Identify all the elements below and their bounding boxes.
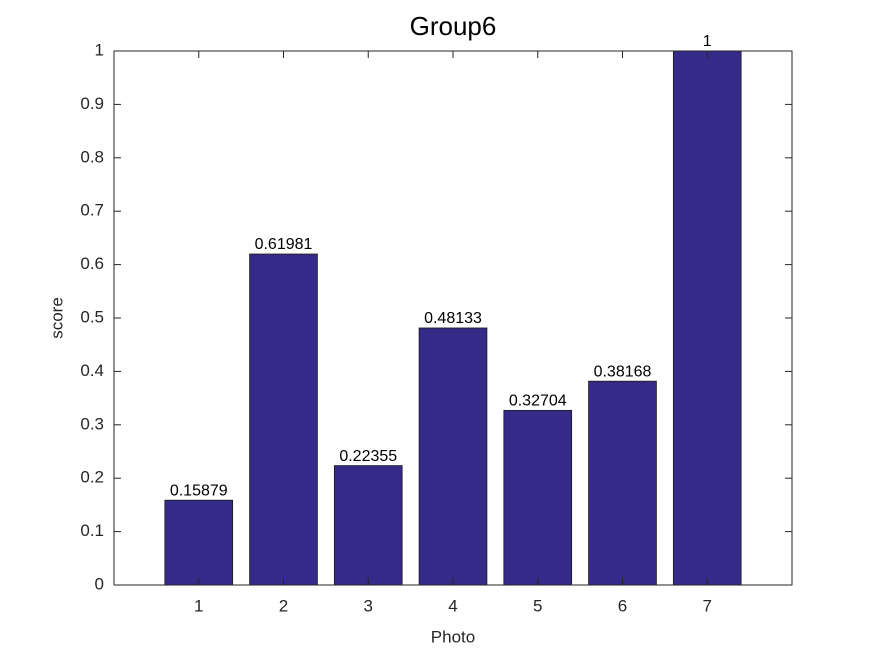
x-tick-label: 3 [364,596,373,615]
bar [503,409,573,586]
data-label: 0.15879 [170,482,228,499]
x-tick-label: 1 [194,596,203,615]
x-tick-label: 2 [279,596,288,615]
data-label: 0.22355 [339,448,397,465]
bar [333,465,403,586]
data-label: 0.38168 [594,363,652,380]
x-tick-label: 7 [703,596,712,615]
x-axis-label: Photo [431,627,475,646]
y-axis-label: score [47,297,66,339]
y-tick-label: 0.8 [80,147,104,166]
x-tick-label: 4 [448,596,457,615]
x-tick-label: 5 [533,596,542,615]
y-tick-label: 0.3 [80,414,104,433]
bar [164,499,234,586]
y-tick-label: 1 [95,40,104,59]
data-label: 1 [703,33,712,50]
bar [249,253,318,586]
x-tick-label: 6 [618,596,627,615]
data-label: 0.32704 [509,393,567,410]
chart-title: Group6 [410,11,497,41]
y-tick-label: 0 [95,574,104,593]
y-tick-label: 0.6 [80,254,104,273]
bar [418,327,488,586]
y-tick-label: 0.2 [80,468,104,487]
bar [672,50,742,586]
data-label: 0.48133 [424,310,482,327]
y-tick-label: 0.4 [80,361,104,380]
bar [588,380,657,586]
y-tick-label: 0.5 [80,307,104,326]
y-tick-label: 0.1 [80,521,104,540]
y-tick-label: 0.9 [80,94,104,113]
data-label: 0.61981 [255,236,313,253]
y-tick-label: 0.7 [80,201,104,220]
